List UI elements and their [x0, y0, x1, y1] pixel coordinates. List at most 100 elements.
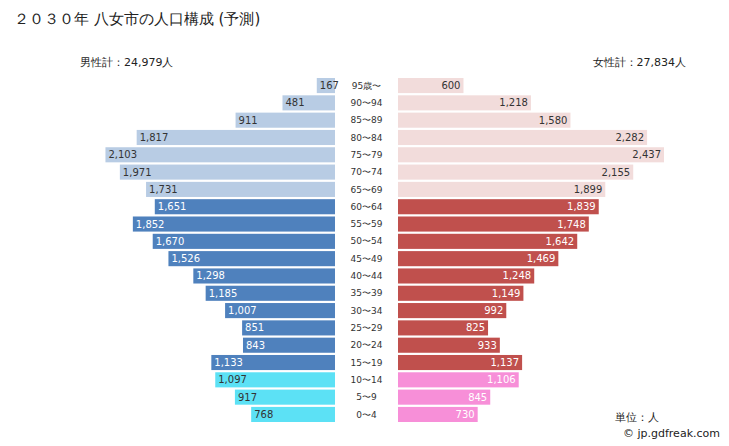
male-bar [168, 251, 335, 266]
female-bar [398, 303, 506, 318]
data-label: 1,642 [546, 236, 575, 247]
data-label: 1,748 [557, 219, 586, 230]
category-label: 75〜79 [351, 150, 383, 160]
category-label: 20〜24 [351, 340, 383, 350]
category-label: 95歳〜 [352, 81, 381, 91]
female-bar [398, 130, 647, 145]
data-label: 933 [478, 340, 497, 351]
female-bar [398, 147, 664, 162]
category-label: 5〜9 [356, 392, 377, 402]
data-label: 845 [468, 392, 487, 403]
chart: ２０３０年 八女市の人口構成 (予測) 167 481 911 1,8172,103 1,… [0, 0, 729, 446]
male-bar [235, 390, 335, 405]
data-label: 1,817 [140, 132, 169, 143]
data-label: 768 [254, 409, 273, 420]
data-label: 2,103 [108, 149, 137, 160]
data-label: 1,580 [539, 115, 568, 126]
female-bar [398, 390, 490, 405]
female-bar [398, 372, 519, 387]
data-label: 1,971 [123, 167, 152, 178]
series-label: 女性計：27,834人 [593, 56, 687, 69]
female-bar [398, 113, 570, 128]
female-bar [398, 251, 558, 266]
category-label: 45〜49 [351, 254, 383, 264]
data-label: 1,133 [214, 357, 243, 368]
data-label: 1,469 [527, 253, 556, 264]
male-bar [225, 303, 335, 318]
data-label: 911 [239, 115, 258, 126]
female-bar [398, 95, 531, 110]
data-label: 992 [484, 305, 503, 316]
data-label: 1,185 [209, 288, 238, 299]
data-label: 600 [441, 80, 460, 91]
category-label: 90〜94 [351, 98, 383, 108]
credit: © jp.gdfreak.com [623, 427, 720, 440]
data-label: 481 [285, 97, 304, 108]
data-label: 917 [238, 392, 257, 403]
data-label: 2,282 [615, 132, 644, 143]
data-label: 1,298 [196, 270, 225, 281]
female-bar [398, 78, 463, 93]
data-label: 1,651 [158, 201, 187, 212]
female-bar [398, 165, 633, 180]
category-label: 35〜39 [351, 288, 383, 298]
data-label: 1,149 [492, 288, 521, 299]
category-label: 80〜84 [351, 133, 383, 143]
male-bar [133, 216, 335, 231]
category-label: 50〜54 [351, 236, 383, 246]
category-label: 25〜29 [351, 323, 383, 333]
female-bar [398, 320, 488, 335]
male-bar [137, 130, 335, 145]
female-bar [398, 268, 534, 283]
data-label: 1,670 [156, 236, 185, 247]
unit-note: 単位：人 [615, 411, 659, 424]
data-label: 825 [466, 322, 485, 333]
bars [105, 78, 664, 422]
data-label: 730 [456, 409, 475, 420]
category-label: 55〜59 [351, 219, 383, 229]
male-bar [215, 372, 335, 387]
category-label: 65〜69 [351, 185, 383, 195]
data-label: 2,155 [602, 167, 631, 178]
data-label: 1,248 [503, 270, 532, 281]
male-bar [105, 147, 335, 162]
female-bar [398, 216, 589, 231]
data-label: 1,852 [136, 219, 165, 230]
data-label: 1,007 [228, 305, 257, 316]
male-bar [211, 355, 335, 370]
data-label: 1,218 [499, 97, 528, 108]
category-label: 70〜74 [351, 167, 383, 177]
series-label: 男性計：24,979人 [80, 56, 174, 69]
male-bar [243, 338, 335, 353]
category-label: 40〜44 [351, 271, 383, 281]
data-label: 2,437 [632, 149, 661, 160]
male-bar [120, 165, 335, 180]
male-bar [242, 320, 335, 335]
data-label: 167 [320, 80, 339, 91]
male-bar [236, 113, 335, 128]
female-bar [398, 182, 605, 197]
male-bar [146, 182, 335, 197]
category-label: 30〜34 [351, 306, 383, 316]
female-bar [398, 199, 599, 214]
labels: 167 481 911 1,8172,103 1,971 1,731 1,651 1,852 1… [108, 80, 661, 420]
male-bar [193, 268, 335, 283]
female-bar [398, 286, 523, 301]
male-bar [282, 95, 335, 110]
female-bar [398, 355, 522, 370]
category-label: 85〜89 [351, 115, 383, 125]
data-label: 1,731 [149, 184, 178, 195]
category-label: 60〜64 [351, 202, 383, 212]
female-bar [398, 338, 500, 353]
data-label: 1,137 [490, 357, 519, 368]
data-label: 843 [246, 340, 265, 351]
data-label: 1,839 [567, 201, 596, 212]
category-label: 0〜4 [356, 410, 377, 420]
female-bar [398, 234, 577, 249]
male-bar [155, 199, 335, 214]
title: ２０３０年 八女市の人口構成 (予測) [14, 10, 260, 28]
male-bar [153, 234, 335, 249]
data-label: 1,097 [218, 374, 247, 385]
data-label: 1,899 [574, 184, 603, 195]
male-bar [206, 286, 335, 301]
